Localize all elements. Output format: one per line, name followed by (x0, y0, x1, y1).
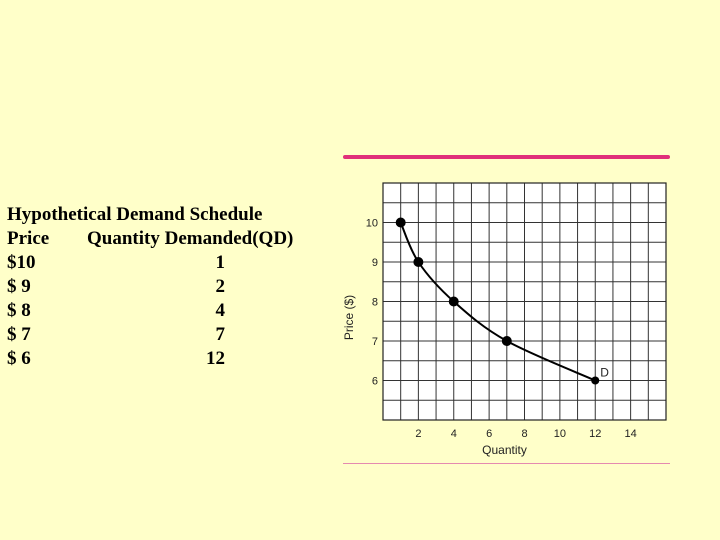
y-axis-label: Price ($) (342, 295, 356, 340)
x-tick-label: 10 (554, 428, 566, 440)
x-tick-label: 12 (589, 428, 601, 440)
table-row: $ 9 2 (7, 275, 262, 299)
price-cell: $10 (7, 252, 36, 273)
y-tick-label: 9 (372, 257, 378, 269)
plot-border (382, 182, 667, 421)
y-tick-label: 10 (366, 218, 378, 230)
y-tick-label: 7 (372, 336, 378, 348)
y-tick-label: 8 (372, 297, 378, 309)
price-cell: $ 9 (7, 276, 31, 297)
data-point (591, 376, 600, 385)
price-cell: $ 6 (7, 348, 31, 369)
data-point (413, 257, 424, 267)
data-point (501, 336, 512, 346)
price-cell: $ 8 (7, 300, 31, 321)
price-column-header: Price (7, 228, 50, 249)
data-point (395, 217, 406, 228)
quantity-cell: 2 (215, 276, 226, 297)
x-tick-label: 6 (486, 428, 492, 440)
quantity-cell: 12 (206, 348, 225, 369)
bottom-accent-rule (343, 463, 670, 464)
x-tick-label: 14 (625, 428, 637, 440)
table-row: $ 7 7 (7, 323, 262, 347)
x-tick-label: 4 (451, 428, 457, 440)
table-row: $10 1 (7, 251, 262, 275)
quantity-cell: 4 (215, 300, 226, 321)
table-row: $ 6 12 (7, 347, 262, 371)
schedule-title-text: Hypothetical Demand Schedule (7, 204, 263, 225)
schedule-header-row: Price Quantity Demanded(QD) (7, 227, 293, 251)
x-tick-label: 2 (415, 428, 421, 440)
quantity-cell: 1 (215, 252, 226, 273)
table-row: $ 8 4 (7, 299, 262, 323)
top-accent-rule (343, 155, 670, 159)
quantity-cell: 7 (215, 324, 226, 345)
quantity-column-header: Quantity Demanded(QD) (87, 228, 294, 249)
x-axis-label: Quantity (482, 443, 527, 457)
data-point (448, 296, 459, 307)
schedule-title: Hypothetical Demand Schedule (7, 203, 262, 227)
x-tick-label: 8 (521, 428, 527, 440)
series-label-d: D (600, 366, 609, 380)
price-cell: $ 7 (7, 324, 31, 345)
y-tick-label: 6 (372, 376, 378, 388)
demand-schedule-table: Hypothetical Demand Schedule Price Quant… (7, 203, 293, 371)
